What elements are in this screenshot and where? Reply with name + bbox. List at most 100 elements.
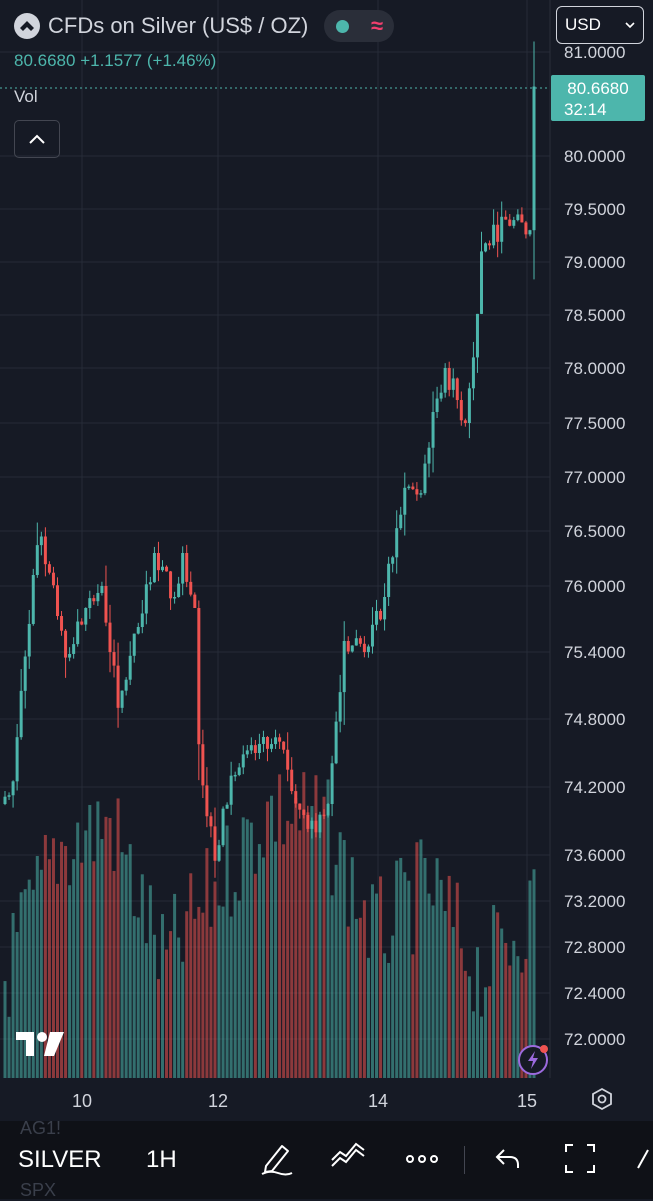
y-tick-label: 72.0000: [564, 1030, 625, 1049]
volume-bar: [431, 905, 435, 1078]
volume-bar: [435, 858, 439, 1078]
lightning-alert-icon[interactable]: [517, 1043, 549, 1075]
settings-gear-icon[interactable]: [590, 1087, 614, 1111]
candle: [233, 771, 237, 782]
volume-bar: [391, 935, 395, 1078]
candle: [322, 809, 326, 820]
candle: [387, 556, 391, 606]
candle: [383, 583, 387, 631]
volume-bar: [245, 819, 249, 1078]
chart-type-icon[interactable]: [632, 1140, 653, 1176]
volume-bar: [76, 822, 80, 1078]
volume-bar: [43, 834, 47, 1078]
tradingview-logo-icon: [16, 1032, 64, 1056]
candle: [23, 650, 27, 709]
interval-button[interactable]: 1H: [146, 1146, 177, 1173]
symbol-header[interactable]: CFDs on Silver (US$ / OZ) ≈: [14, 10, 395, 42]
volume-bar: [19, 892, 23, 1078]
volume-bar: [528, 880, 532, 1078]
y-tick-label: 73.2000: [564, 892, 625, 911]
volume-bar: [104, 816, 108, 1078]
candle: [427, 442, 431, 478]
volume-bar: [31, 889, 35, 1078]
candle: [189, 571, 193, 597]
currency-select[interactable]: USD: [556, 6, 644, 44]
candle: [318, 811, 322, 838]
y-tick-label: 77.0000: [564, 468, 625, 487]
candle: [274, 729, 278, 749]
volume-bar: [112, 870, 116, 1078]
candle: [403, 472, 407, 536]
candle: [43, 527, 47, 577]
volume-bar: [136, 917, 140, 1078]
volume-bar: [173, 893, 177, 1078]
candle: [209, 812, 213, 838]
candle: [306, 805, 310, 833]
volume-bar: [278, 774, 282, 1078]
volume-bar: [508, 965, 512, 1078]
market-status-pill[interactable]: ≈: [324, 10, 395, 42]
volume-bar: [520, 972, 524, 1078]
volume-bar: [354, 918, 358, 1078]
volume-bar: [334, 864, 338, 1078]
volume-bar: [443, 911, 447, 1078]
volume-bar: [253, 873, 257, 1078]
candle: [431, 391, 435, 473]
candle: [528, 229, 532, 237]
volume-indicator-label[interactable]: Vol: [14, 87, 38, 106]
volume-bar: [35, 856, 39, 1078]
volume-bar: [213, 881, 217, 1078]
volume-bar: [72, 859, 76, 1078]
candle: [128, 641, 132, 686]
volume-bar: [366, 957, 370, 1078]
volume-bar: [132, 916, 136, 1078]
volume-bar: [379, 876, 383, 1078]
candle: [112, 639, 116, 678]
volume-bar: [338, 832, 342, 1078]
y-tick-label: 77.5000: [564, 414, 625, 433]
price-chart[interactable]: 81.0000 80.0000 79.5000 79.0000 78.5000 78.00…: [0, 0, 653, 1121]
candle: [257, 733, 261, 760]
candle: [395, 510, 399, 574]
volume-bar: [241, 817, 245, 1078]
volume-bar: [306, 812, 310, 1078]
collapse-legend-button[interactable]: [14, 120, 60, 158]
volume-bar: [375, 893, 379, 1078]
volume-bar: [270, 795, 274, 1078]
volume-bar: [298, 830, 302, 1078]
drawing-tool-icon[interactable]: [260, 1140, 294, 1176]
volume-bar: [516, 956, 520, 1078]
currency-value: USD: [565, 15, 601, 34]
volume-bar: [451, 927, 455, 1078]
volume-bar: [27, 879, 31, 1078]
watchlist-symbol-behind: AG1!: [20, 1118, 62, 1138]
volume-bar: [217, 905, 221, 1078]
volume-bar: [261, 857, 265, 1078]
volume-bar: [209, 926, 213, 1078]
undo-icon[interactable]: [492, 1140, 524, 1176]
candle: [484, 242, 488, 253]
volume-bar: [532, 869, 536, 1078]
volume-bar: [496, 912, 500, 1078]
y-tick-label: 79.5000: [564, 200, 625, 219]
volume-bar: [96, 801, 100, 1078]
candle: [156, 541, 160, 582]
candle: [391, 555, 395, 573]
candle: [415, 482, 419, 501]
candle: [68, 647, 72, 662]
symbol-button[interactable]: SILVER: [18, 1146, 102, 1173]
fullscreen-icon[interactable]: [563, 1140, 597, 1176]
candle: [516, 209, 520, 222]
y-tick-label: 79.0000: [564, 253, 625, 272]
silver-logo-icon: [14, 13, 40, 39]
volume-bar: [439, 879, 443, 1078]
indicators-icon[interactable]: [330, 1140, 366, 1176]
y-tick-label: 73.6000: [564, 846, 625, 865]
y-tick-label: 76.5000: [564, 522, 625, 541]
more-options-icon[interactable]: [404, 1140, 440, 1176]
candle: [435, 386, 439, 418]
x-tick-label: 10: [72, 1091, 92, 1111]
volume-bar: [370, 884, 374, 1078]
candle: [475, 313, 479, 373]
candle: [205, 767, 209, 828]
